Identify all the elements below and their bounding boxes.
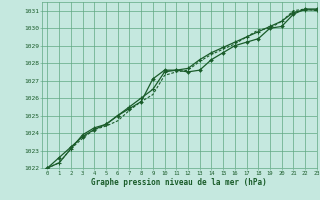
- X-axis label: Graphe pression niveau de la mer (hPa): Graphe pression niveau de la mer (hPa): [91, 178, 267, 187]
